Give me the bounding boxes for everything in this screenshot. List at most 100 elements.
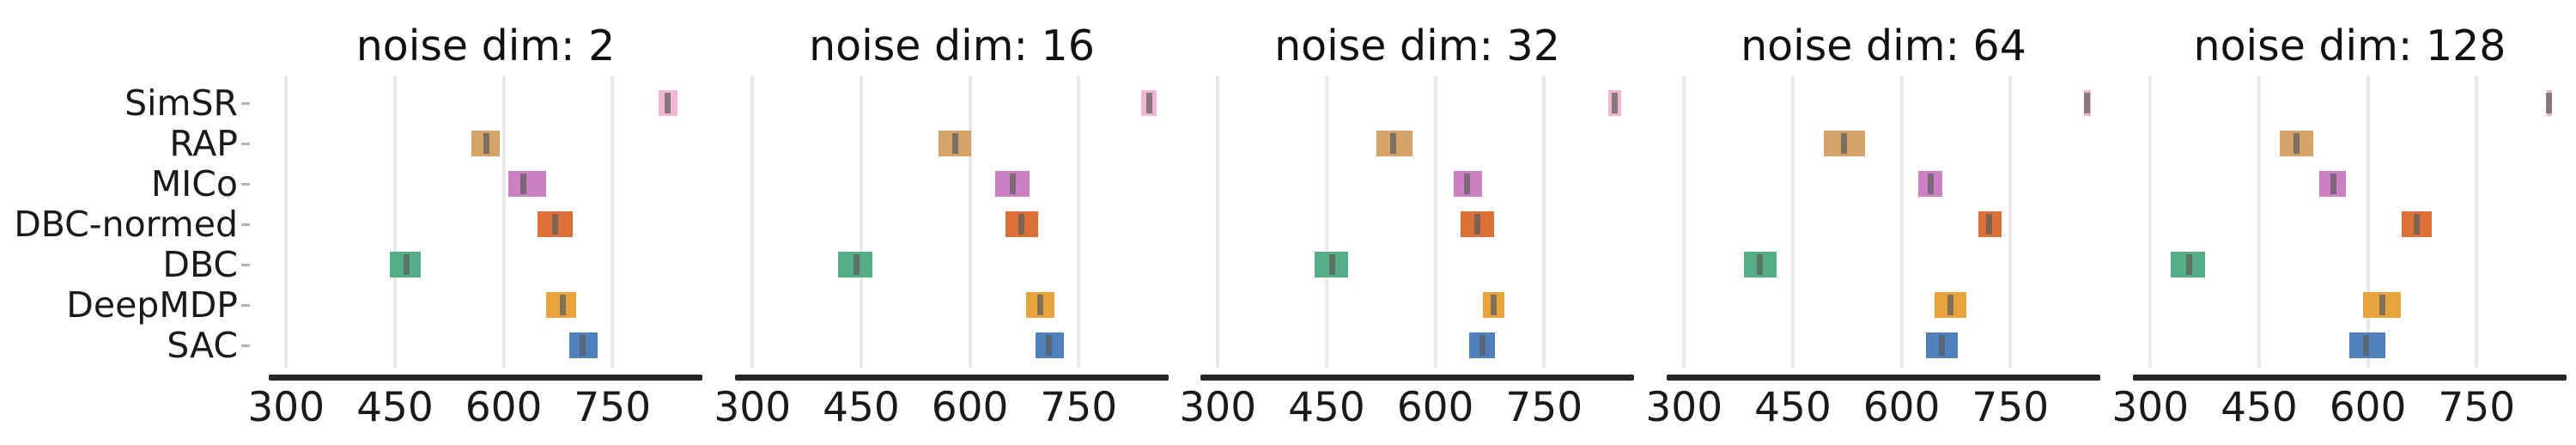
median-line-DeepMDP — [1037, 295, 1044, 315]
x-tick-label-600: 600 — [1396, 384, 1474, 431]
median-line-SAC — [1938, 335, 1945, 356]
y-axis-label-MICo: MICo — [150, 163, 238, 204]
median-line-SimSR — [2546, 93, 2553, 113]
x-tick-label-600: 600 — [1862, 384, 1941, 431]
grid-line-450 — [392, 76, 397, 368]
grid-line-300 — [2148, 76, 2153, 368]
plot-area — [269, 76, 702, 368]
x-axis-spine — [1200, 375, 1634, 381]
y-axis-label-DeepMDP: DeepMDP — [66, 284, 238, 326]
grid-line-450 — [1790, 76, 1795, 368]
grid-line-750 — [1542, 76, 1546, 368]
x-tick-label-600: 600 — [465, 384, 543, 431]
grid-line-300 — [1216, 76, 1220, 368]
median-line-SimSR — [1611, 93, 1618, 113]
x-tick-label-450: 450 — [356, 384, 434, 431]
median-line-DeepMDP — [1490, 295, 1497, 315]
x-tick-label-300: 300 — [1179, 384, 1257, 431]
median-line-MICo — [519, 174, 526, 194]
interval-bar-MICo — [507, 171, 546, 197]
y-axis-label-DBC-normed: DBC-normed — [14, 204, 238, 245]
panel-title: noise dim: 16 — [809, 21, 1095, 70]
grid-line-750 — [1077, 76, 1081, 368]
panel-noise-dim-2: noise dim: 2 300 450 600 750 — [247, 0, 702, 445]
y-axis-label-SAC: SAC — [167, 325, 238, 366]
grid-line-750 — [611, 76, 615, 368]
grid-line-750 — [2008, 76, 2013, 368]
x-tick-label-600: 600 — [2329, 384, 2407, 431]
grid-line-750 — [2475, 76, 2479, 368]
median-line-SAC — [1046, 335, 1053, 356]
y-tick-mark-DBC-normed — [241, 223, 250, 226]
grid-line-450 — [1324, 76, 1328, 368]
x-tick-label-750: 750 — [574, 384, 652, 431]
x-axis-spine — [1667, 375, 2100, 381]
median-line-RAP — [952, 133, 959, 154]
grid-line-450 — [2257, 76, 2261, 368]
median-line-DBC-normed — [2413, 214, 2420, 235]
x-tick-label-450: 450 — [823, 384, 900, 431]
median-line-RAP — [1841, 133, 1848, 154]
median-line-DBC-normed — [552, 214, 559, 235]
y-axis-label-SimSR: SimSR — [125, 82, 238, 124]
median-line-SAC — [2363, 335, 2370, 356]
median-line-MICo — [1009, 174, 1016, 194]
x-tick-label-750: 750 — [1040, 384, 1118, 431]
x-tick-label-750: 750 — [1505, 384, 1583, 431]
plot-area — [1667, 76, 2100, 368]
x-tick-label-750: 750 — [1971, 384, 2050, 431]
median-line-SAC — [1479, 335, 1485, 356]
plot-area — [735, 76, 1169, 368]
median-line-DBC — [853, 254, 860, 275]
median-line-DeepMDP — [2379, 295, 2385, 315]
y-tick-mark-MICo — [241, 183, 250, 186]
grid-line-600 — [968, 76, 972, 368]
panel-title: noise dim: 2 — [355, 21, 616, 70]
y-axis-label-RAP: RAP — [169, 123, 238, 164]
median-line-DBC-normed — [1474, 214, 1481, 235]
y-axis-label-DBC: DBC — [162, 244, 238, 285]
x-tick-label-450: 450 — [2221, 384, 2298, 431]
grid-line-600 — [501, 76, 506, 368]
median-line-SimSR — [1145, 93, 1152, 113]
y-tick-mark-DBC — [241, 264, 250, 266]
panel-title: noise dim: 128 — [2193, 21, 2506, 70]
median-line-SimSR — [664, 93, 671, 113]
y-tick-mark-DeepMDP — [241, 304, 250, 307]
grid-line-300 — [284, 76, 289, 368]
x-tick-label-300: 300 — [1645, 384, 1723, 431]
median-line-DBC — [2185, 254, 2192, 275]
plot-area — [1200, 76, 1634, 368]
median-line-RAP — [483, 133, 489, 154]
x-tick-label-750: 750 — [2438, 384, 2516, 431]
panel-noise-dim-32: noise dim: 32 300 450 600 750 — [1179, 0, 1634, 445]
grid-line-300 — [750, 76, 755, 368]
median-line-DeepMDP — [1947, 295, 1953, 315]
plot-area — [2133, 76, 2567, 368]
panel-title: noise dim: 32 — [1274, 21, 1560, 70]
grid-line-450 — [859, 76, 863, 368]
y-tick-mark-SimSR — [241, 102, 250, 105]
panel-title: noise dim: 64 — [1741, 21, 2026, 70]
x-tick-label-450: 450 — [1754, 384, 1832, 431]
median-line-SimSR — [2084, 93, 2091, 113]
x-axis-spine — [2133, 375, 2567, 381]
y-tick-mark-SAC — [241, 344, 250, 347]
median-line-DBC-normed — [1018, 214, 1025, 235]
median-line-MICo — [1464, 174, 1471, 194]
x-tick-label-600: 600 — [931, 384, 1009, 431]
x-axis-spine — [269, 375, 702, 381]
median-line-MICo — [1927, 174, 1934, 194]
grid-line-600 — [1899, 76, 1904, 368]
median-line-RAP — [2293, 133, 2300, 154]
median-line-MICo — [2330, 174, 2336, 194]
median-line-SAC — [580, 335, 586, 356]
panel-noise-dim-64: noise dim: 64 300 450 600 750 — [1645, 0, 2100, 445]
grid-line-300 — [1682, 76, 1686, 368]
median-line-DBC — [1329, 254, 1336, 275]
median-line-DeepMDP — [559, 295, 566, 315]
median-line-DBC — [403, 254, 410, 275]
x-tick-label-300: 300 — [2111, 384, 2190, 431]
grid-line-600 — [2366, 76, 2370, 368]
